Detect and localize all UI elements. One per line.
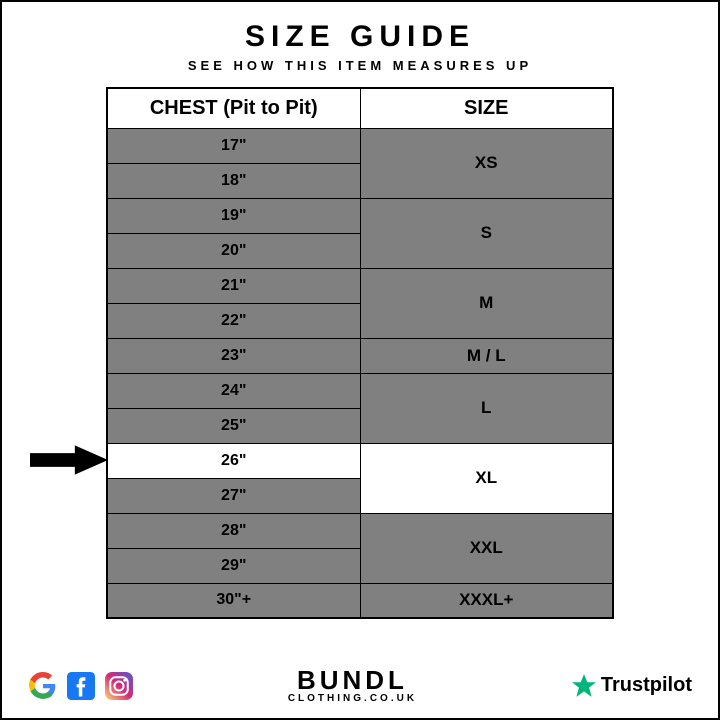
chest-cell: 23"	[107, 338, 360, 373]
chest-cell: 26"	[107, 443, 360, 478]
footer: BUNDL CLOTHING.CO.UK Trustpilot	[2, 667, 718, 704]
chest-cell: 25"	[107, 408, 360, 443]
page-subtitle: SEE HOW THIS ITEM MEASURES UP	[188, 58, 532, 73]
chest-cell: 20"	[107, 233, 360, 268]
chest-cell: 19"	[107, 198, 360, 233]
chest-cell: 27"	[107, 478, 360, 513]
size-cell: XXL	[360, 513, 613, 583]
size-cell: XL	[360, 443, 613, 513]
brand-tagline: CLOTHING.CO.UK	[134, 693, 571, 704]
table-row: 21"M	[107, 268, 613, 303]
table-header-row: CHEST (Pit to Pit) SIZE	[107, 88, 613, 128]
chest-cell: 24"	[107, 373, 360, 408]
size-cell: L	[360, 373, 613, 443]
brand-logo: BUNDL CLOTHING.CO.UK	[134, 667, 571, 704]
col-header-chest: CHEST (Pit to Pit)	[107, 88, 360, 128]
chest-cell: 18"	[107, 163, 360, 198]
size-cell: XS	[360, 128, 613, 198]
table-row: 24"L	[107, 373, 613, 408]
page-title: SIZE GUIDE	[245, 20, 475, 54]
google-icon[interactable]	[28, 671, 58, 701]
chest-cell: 21"	[107, 268, 360, 303]
size-cell: M	[360, 268, 613, 338]
table-row: 17"XS	[107, 128, 613, 163]
size-guide-table: CHEST (Pit to Pit) SIZE 17"XS18"19"S20"2…	[106, 87, 614, 619]
chest-cell: 30"+	[107, 583, 360, 618]
table-row: 26"XL	[107, 443, 613, 478]
highlight-arrow-icon	[30, 443, 108, 477]
instagram-icon[interactable]	[104, 671, 134, 701]
table-row: 30"+XXXL+	[107, 583, 613, 618]
chest-cell: 28"	[107, 513, 360, 548]
trustpilot-star-icon	[571, 673, 597, 699]
table-body: 17"XS18"19"S20"21"M22"23"M / L24"L25"26"…	[107, 128, 613, 618]
trustpilot-label: Trustpilot	[601, 674, 692, 697]
facebook-icon[interactable]	[66, 671, 96, 701]
size-cell: S	[360, 198, 613, 268]
size-table-container: CHEST (Pit to Pit) SIZE 17"XS18"19"S20"2…	[106, 87, 614, 619]
brand-name: BUNDL	[134, 667, 571, 693]
table-row: 19"S	[107, 198, 613, 233]
size-cell: XXXL+	[360, 583, 613, 618]
trustpilot-badge[interactable]: Trustpilot	[571, 673, 692, 699]
col-header-size: SIZE	[360, 88, 613, 128]
chest-cell: 22"	[107, 303, 360, 338]
chest-cell: 29"	[107, 548, 360, 583]
social-icons	[28, 671, 134, 701]
table-row: 28"XXL	[107, 513, 613, 548]
table-row: 23"M / L	[107, 338, 613, 373]
size-cell: M / L	[360, 338, 613, 373]
chest-cell: 17"	[107, 128, 360, 163]
